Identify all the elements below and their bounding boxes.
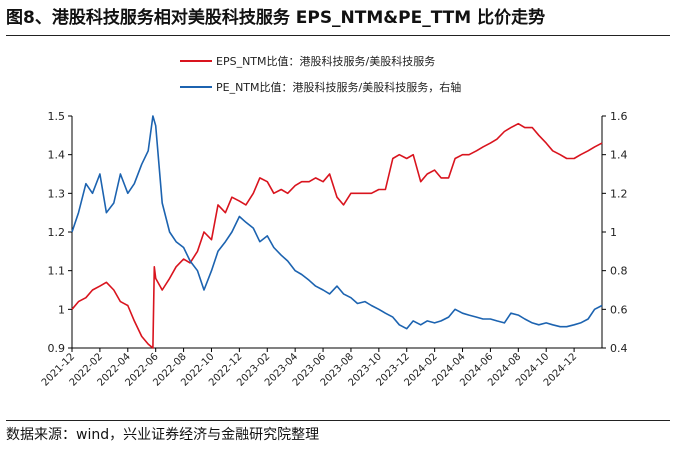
left-axis-ticks: 0.9 1 1.1 1.2 1.3 1.4 1.5 (48, 110, 72, 355)
footer-rule (6, 420, 670, 421)
legend-label-pe: PE_NTM比值：港股科技服务/美股科技服务，右轴 (216, 80, 461, 94)
series-lines (71, 115, 603, 349)
left-tick-label: 1.3 (48, 187, 66, 200)
left-tick-label: 1.5 (48, 110, 66, 123)
axes (71, 116, 603, 349)
right-tick-label: 1.2 (610, 187, 628, 200)
left-tick-label: 0.9 (48, 342, 66, 355)
right-tick-label: 1.6 (610, 110, 628, 123)
source-note: 数据来源：wind，兴业证券经济与金融研究院整理 (6, 427, 320, 443)
left-tick-label: 1.1 (48, 265, 66, 278)
right-tick-label: 1 (610, 226, 617, 239)
right-tick-label: 0.6 (610, 303, 628, 316)
legend-label-eps: EPS_NTM比值：港股科技服务/美股科技服务 (216, 54, 435, 68)
right-tick-label: 0.4 (610, 342, 628, 355)
left-tick-label: 1 (58, 303, 65, 316)
x-axis-ticks: 2021-122022-022022-042022-062022-082022-… (40, 348, 579, 389)
chart-title: 图8、港股科技服务相对美股科技服务 EPS_NTM&PE_TTM 比价走势 (6, 8, 546, 28)
title-rule (6, 35, 670, 36)
pe-series-line (71, 115, 603, 330)
right-tick-label: 0.8 (610, 265, 628, 278)
eps-series-line (71, 122, 603, 349)
right-axis-ticks: 0.4 0.6 0.8 1 1.2 1.4 1.6 (602, 110, 628, 355)
right-tick-label: 1.4 (610, 149, 628, 162)
eps-pe-chart: EPS_NTM比值：港股科技服务/美股科技服务 PE_NTM比值：港股科技服务/… (40, 54, 628, 389)
legend: EPS_NTM比值：港股科技服务/美股科技服务 PE_NTM比值：港股科技服务/… (180, 54, 461, 94)
left-tick-label: 1.4 (48, 149, 66, 162)
left-tick-label: 1.2 (48, 226, 66, 239)
